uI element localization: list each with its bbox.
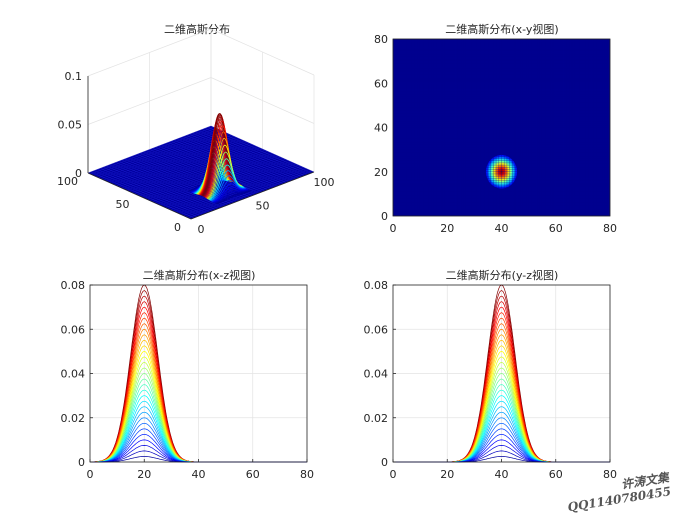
surface-z-tick-label: 0.1 xyxy=(65,70,83,83)
yz-x-tick-label: 60 xyxy=(549,468,563,481)
surface-base-mesh xyxy=(180,137,284,184)
yz-y-tick-label: 0.06 xyxy=(364,323,389,336)
xy-y-tick-label: 60 xyxy=(374,77,388,90)
surface-base-mesh xyxy=(90,126,214,175)
surface-mesh-line xyxy=(216,190,252,205)
xz-view-plot: 二维高斯分布(x-z视图) 0 20 40 60 80 0 0.02 0.04 0.06 0.08 xyxy=(61,268,315,481)
surface-base-mesh xyxy=(100,131,224,179)
surface-base-mesh xyxy=(105,133,230,182)
yz-x-tick-label: 80 xyxy=(603,468,617,481)
yz-y-tick-label: 0.02 xyxy=(364,412,389,425)
xz-view-title: 二维高斯分布(x-z视图) xyxy=(143,268,256,282)
xy-view-plot: 二维高斯分布(x-y视图) 0 20 40 60 80 0 20 40 60 80 xyxy=(374,22,617,235)
surface-mesh-line xyxy=(212,183,248,203)
surface-y-axis xyxy=(87,172,192,220)
xz-y-tick-label: 0.06 xyxy=(61,323,86,336)
surface-mesh-line xyxy=(215,190,251,205)
xz-y-tick-label: 0.02 xyxy=(61,412,86,425)
surface-mesh-line xyxy=(202,114,238,197)
surface-mesh-line xyxy=(209,164,244,201)
surface-base-mesh xyxy=(95,129,219,177)
surface-mesh-line xyxy=(214,189,250,204)
surface-mesh-line xyxy=(210,170,245,202)
xz-x-tick-label: 40 xyxy=(192,468,206,481)
surface-x-tick-label: 100 xyxy=(314,176,335,189)
surface-base-mesh xyxy=(136,147,260,196)
xy-y-tick-label: 0 xyxy=(381,210,388,223)
xz-y-tick-label: 0 xyxy=(78,456,85,469)
yz-y-tick-label: 0.08 xyxy=(364,279,389,292)
surface-base-mesh xyxy=(129,144,253,192)
surface-grid-z xyxy=(210,77,315,124)
xy-x-tick-label: 0 xyxy=(390,222,397,235)
surface-base-mesh xyxy=(103,132,227,181)
xy-y-tick-label: 80 xyxy=(374,33,388,46)
xz-x-tick-label: 0 xyxy=(87,468,94,481)
surface-mesh-line xyxy=(211,179,247,202)
surface-base-mesh xyxy=(134,146,258,194)
xz-x-tick-label: 80 xyxy=(300,468,314,481)
surface-x-tick-label: 50 xyxy=(256,200,270,213)
yz-x-tick-label: 40 xyxy=(495,468,509,481)
xy-x-tick-label: 60 xyxy=(549,222,563,235)
xy-x-tick-label: 40 xyxy=(495,222,509,235)
surface-x-axis xyxy=(190,171,315,220)
surface-base-mesh xyxy=(108,135,232,183)
surface-grid-z xyxy=(210,28,315,76)
surface-base-mesh xyxy=(210,125,315,173)
surface-title: 二维高斯分布 xyxy=(164,22,230,36)
surface-grid-z xyxy=(87,77,212,125)
xz-y-tick-label: 0.08 xyxy=(61,279,86,292)
xz-y-tick-label: 0.04 xyxy=(61,368,86,381)
yz-x-tick-label: 0 xyxy=(390,468,397,481)
surface-y-tick-label: 50 xyxy=(116,198,130,211)
surface-base-mesh xyxy=(164,143,268,190)
surface-mesh-line xyxy=(213,189,249,203)
surface-base-mesh xyxy=(87,125,212,174)
surface-z-tick-label: 0 xyxy=(75,167,82,180)
yz-view-title: 二维高斯分布(y-z视图) xyxy=(446,268,559,282)
surface-base-mesh xyxy=(186,135,290,182)
surface-grid-z xyxy=(87,28,212,77)
yz-view-plot: 二维高斯分布(y-z视图) 0 20 40 60 80 0 0.02 0.04 0.06 0.08 xyxy=(364,268,618,481)
surface-base-mesh xyxy=(183,136,287,183)
surface-mesh-line xyxy=(203,116,239,197)
surface-z-tick-label: 0.05 xyxy=(58,119,83,132)
surface-base-mesh xyxy=(189,134,293,181)
xz-x-tick-label: 20 xyxy=(137,468,151,481)
surface-y-tick-label: 100 xyxy=(57,175,78,188)
surface-base-mesh xyxy=(98,130,222,178)
surface-base-mesh xyxy=(192,132,296,180)
surface-mesh-line xyxy=(213,186,248,203)
xy-x-tick-label: 80 xyxy=(603,222,617,235)
yz-y-tick-label: 0 xyxy=(381,456,388,469)
surface-mesh-line xyxy=(196,146,232,195)
surface-base-mesh xyxy=(93,128,217,176)
xy-y-tick-label: 40 xyxy=(374,122,388,135)
xy-x-tick-label: 20 xyxy=(440,222,454,235)
yz-y-tick-label: 0.04 xyxy=(364,368,389,381)
surface-base-mesh xyxy=(139,148,263,197)
surface-x-tick-label: 0 xyxy=(198,223,205,236)
xy-view-title: 二维高斯分布(x-y视图) xyxy=(445,22,558,36)
xy-y-tick-label: 20 xyxy=(374,166,388,179)
yz-x-tick-label: 20 xyxy=(440,468,454,481)
xz-x-tick-label: 60 xyxy=(246,468,260,481)
surface-mesh-line xyxy=(215,189,250,204)
xy-axes-box xyxy=(392,38,611,217)
surface-y-tick-label: 0 xyxy=(174,221,181,234)
surface-mesh-line xyxy=(210,175,246,202)
surface-base-mesh xyxy=(131,145,255,193)
